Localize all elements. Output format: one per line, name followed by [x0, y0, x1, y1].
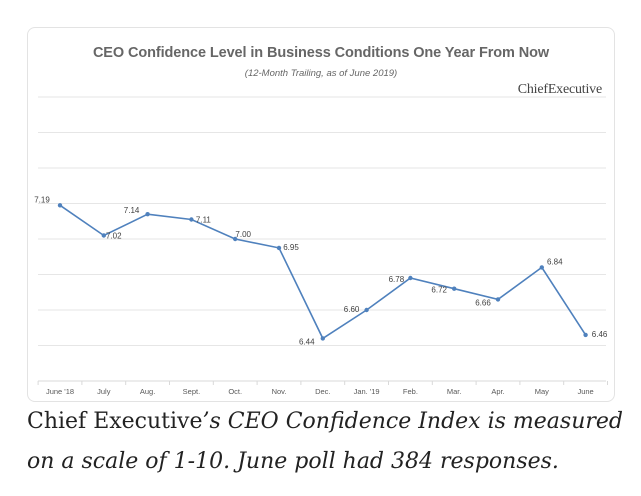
data-label: 6.78 — [389, 275, 405, 284]
x-tick-label: Aug. — [140, 387, 155, 396]
x-tick-label: Dec. — [315, 387, 330, 396]
x-tick-label: Sept. — [183, 387, 201, 396]
x-tick-label: July — [97, 387, 111, 396]
x-tick-label: Mar. — [447, 387, 462, 396]
data-point — [276, 245, 282, 251]
data-labels: 7.19 7.02 7.14 7.11 7.00 6.95 6.44 6.60 6.78 6.72… — [34, 195, 608, 346]
caption-text-italic-1: ’s CEO Confidence Index is measured — [202, 409, 623, 434]
data-point — [539, 265, 544, 270]
data-label: 7.02 — [106, 232, 122, 241]
caption-brand-text: Chief Executive — [27, 409, 203, 434]
data-label: 7.00 — [235, 230, 251, 239]
chart-card: June '18 July Aug. Sept. Oct. Nov. Dec. Jan. '1… — [27, 27, 615, 402]
x-tick-label: May — [535, 387, 549, 396]
data-point — [452, 286, 457, 291]
data-label: 6.60 — [344, 305, 360, 314]
x-tick-label: June — [577, 387, 593, 396]
data-label: 6.84 — [547, 257, 563, 266]
data-point — [408, 275, 413, 281]
caption-line-1: Chief Executive’s CEO Confidence Index i… — [27, 402, 627, 442]
data-label: 7.11 — [196, 216, 212, 225]
data-label: 6.44 — [299, 337, 315, 346]
data-label: 6.72 — [431, 286, 447, 295]
data-point — [57, 203, 63, 208]
data-point — [495, 297, 501, 302]
figure-caption: Chief Executive’s CEO Confidence Index i… — [27, 402, 627, 482]
series-line — [57, 203, 588, 341]
data-point — [101, 233, 107, 238]
data-point — [145, 212, 150, 217]
x-tick-label: Feb. — [403, 387, 418, 396]
gridlines — [38, 96, 606, 346]
data-point — [320, 336, 325, 341]
x-axis: June '18 July Aug. Sept. Oct. Nov. Dec. Jan. '1… — [37, 380, 608, 396]
x-tick-label: Oct. — [228, 387, 242, 396]
chart-title: CEO Confidence Level in Business Conditi… — [92, 45, 550, 61]
x-tick-label: June '18 — [46, 387, 74, 396]
chart-subtitle: (12-Month Trailing, as of June 2019) — [244, 68, 398, 79]
line-chart: June '18 July Aug. Sept. Oct. Nov. Dec. Jan. '1… — [34, 96, 608, 396]
data-point — [364, 307, 369, 313]
data-label: 6.46 — [592, 330, 608, 339]
data-point — [189, 217, 194, 222]
brand-logo: ChiefExecutive — [517, 82, 602, 97]
x-tick-label: Apr. — [491, 387, 504, 396]
data-label: 7.19 — [34, 195, 50, 204]
caption-line-2: on a scale of 1-10. June poll had 384 re… — [27, 449, 559, 474]
data-point — [233, 236, 238, 242]
series-polyline — [59, 204, 587, 340]
data-label: 6.95 — [283, 243, 299, 252]
data-label: 6.66 — [475, 298, 491, 307]
data-point — [583, 332, 588, 338]
x-tick-label: Nov. — [272, 387, 287, 396]
x-tick-label: Jan. '19 — [354, 387, 380, 396]
data-label: 7.14 — [124, 206, 140, 215]
